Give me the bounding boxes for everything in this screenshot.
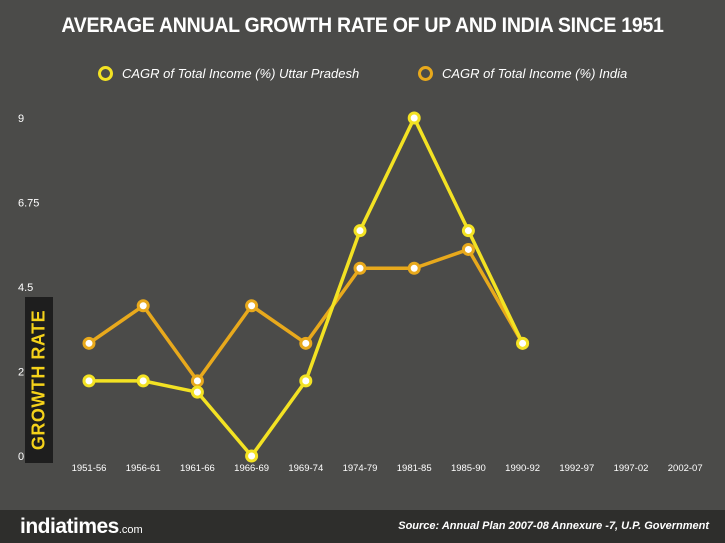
x-axis-ticks: 1951-56 1956-61 1961-66 1966-69 1969-74 1974-… xyxy=(72,463,703,474)
legend-label-uttar-pradesh: CAGR of Total Income (%) Uttar Pradesh xyxy=(122,66,360,81)
y-tick-label: 9 xyxy=(18,113,24,125)
data-point-india[interactable] xyxy=(136,299,150,313)
line-chart: 02.254.56.759 1951-561956-611961-661966-… xyxy=(18,111,703,474)
legend-item-uttar-pradesh[interactable]: CAGR of Total Income (%) Uttar Pradesh xyxy=(98,66,359,81)
data-point-india[interactable] xyxy=(461,242,475,256)
data-point-india[interactable] xyxy=(299,336,313,350)
x-tick-label: 1966-69 xyxy=(234,463,269,474)
series-lines xyxy=(87,116,525,458)
data-point-uttar-pradesh[interactable] xyxy=(136,374,150,388)
footer-bar: indiatimes.com Source: Annual Plan 2007-… xyxy=(0,510,725,543)
x-tick-label: 1969-74 xyxy=(288,463,323,474)
y-axis-label-box: GROWTH RATE xyxy=(25,297,53,463)
data-point-india[interactable] xyxy=(190,374,204,388)
x-tick-label: 1992-97 xyxy=(559,463,594,474)
y-tick-label: 4.5 xyxy=(18,282,33,294)
series-points xyxy=(82,111,530,463)
data-point-uttar-pradesh[interactable] xyxy=(82,374,96,388)
data-point-india[interactable] xyxy=(353,261,367,275)
data-point-uttar-pradesh[interactable] xyxy=(190,385,204,399)
brand-name: indiatimes xyxy=(20,515,119,538)
legend-marker-uttar-pradesh-icon xyxy=(98,66,113,81)
data-point-uttar-pradesh[interactable] xyxy=(516,336,530,350)
x-tick-label: 1974-79 xyxy=(343,463,378,474)
x-tick-label: 1956-61 xyxy=(126,463,161,474)
brand-logo[interactable]: indiatimes.com xyxy=(20,515,143,539)
x-tick-label: 1990-92 xyxy=(505,463,540,474)
data-point-uttar-pradesh[interactable] xyxy=(461,224,475,238)
data-point-uttar-pradesh[interactable] xyxy=(353,224,367,238)
x-tick-label: 1981-85 xyxy=(397,463,432,474)
y-axis-label: GROWTH RATE xyxy=(28,309,49,451)
x-tick-label: 1985-90 xyxy=(451,463,486,474)
legend-item-india[interactable]: CAGR of Total Income (%) India xyxy=(418,66,627,81)
x-tick-label: 1951-56 xyxy=(72,463,107,474)
chart-title: AVERAGE ANNUAL GROWTH RATE OF UP AND IND… xyxy=(61,14,664,37)
legend-label-india: CAGR of Total Income (%) India xyxy=(442,66,628,81)
x-tick-label: 1997-02 xyxy=(614,463,649,474)
source-note: Source: Annual Plan 2007-08 Annexure -7,… xyxy=(398,520,709,532)
y-tick-label: 0 xyxy=(18,451,24,463)
series-line-uttar-pradesh xyxy=(87,116,525,458)
y-tick-label: 6.75 xyxy=(18,198,39,210)
legend-marker-india-icon xyxy=(418,66,433,81)
data-point-uttar-pradesh[interactable] xyxy=(299,374,313,388)
data-point-india[interactable] xyxy=(407,261,421,275)
brand-suffix: .com xyxy=(118,524,143,536)
series-line-india xyxy=(87,247,525,383)
data-point-india[interactable] xyxy=(82,336,96,350)
x-tick-label: 2002-07 xyxy=(668,463,703,474)
data-point-uttar-pradesh[interactable] xyxy=(407,111,421,125)
x-tick-label: 1961-66 xyxy=(180,463,215,474)
data-point-uttar-pradesh[interactable] xyxy=(245,449,259,463)
data-point-india[interactable] xyxy=(245,299,259,313)
